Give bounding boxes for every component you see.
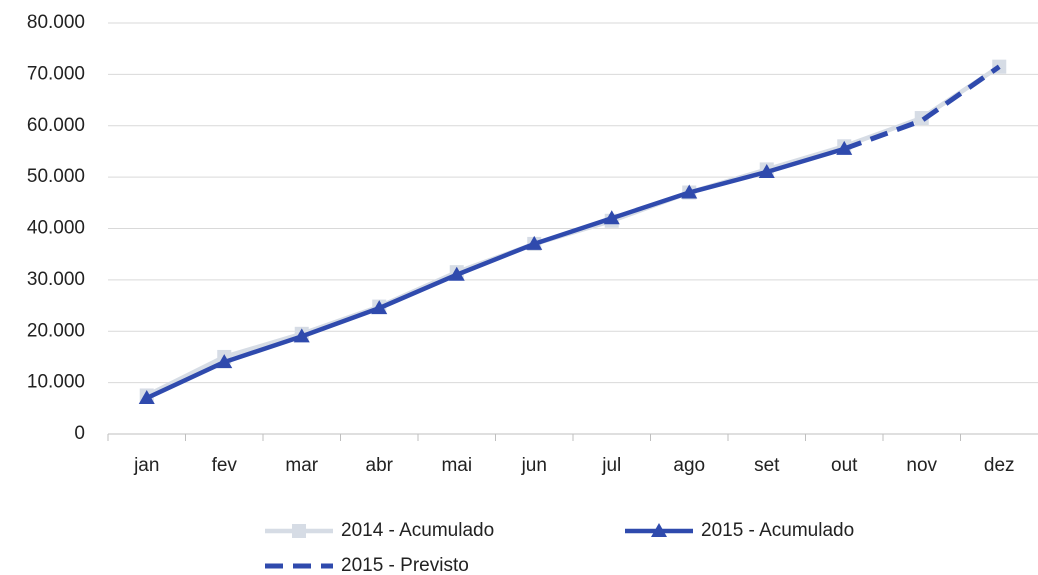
- series-marker: [371, 300, 388, 315]
- x-tick-label: jan: [133, 455, 159, 476]
- x-tick-label: dez: [984, 455, 1015, 476]
- legend-label: 2015 - Previsto: [341, 555, 469, 575]
- y-tick-label: 20.000: [27, 320, 85, 341]
- y-tick-label: 70.000: [27, 63, 85, 84]
- series-marker: [448, 266, 465, 281]
- series-marker: [681, 184, 698, 199]
- x-tick-label: nov: [906, 455, 937, 476]
- series-line: [843, 64, 1001, 152]
- y-tick-label: 60.000: [27, 115, 85, 136]
- y-tick-label: 30.000: [27, 269, 85, 290]
- series-marker: [216, 354, 233, 369]
- y-tick-label: 0: [74, 423, 85, 444]
- legend-label: 2015 - Acumulado: [701, 520, 854, 541]
- x-tick-label: abr: [366, 455, 394, 476]
- y-tick-label: 50.000: [27, 166, 85, 187]
- series-marker: [603, 210, 620, 225]
- series-line: [145, 146, 845, 401]
- series-marker: [914, 111, 929, 126]
- series-marker: [758, 163, 775, 178]
- x-tick-label: jun: [521, 455, 547, 476]
- series-marker: [138, 390, 155, 405]
- y-tick-label: 10.000: [27, 372, 85, 393]
- x-tick-label: jul: [601, 455, 621, 476]
- x-tick-label: mar: [285, 455, 318, 476]
- y-tick-label: 80.000: [27, 12, 85, 33]
- y-tick-label: 40.000: [27, 218, 85, 239]
- legend-marker: [651, 523, 667, 537]
- series-marker: [293, 328, 310, 343]
- x-tick-label: fev: [212, 455, 238, 476]
- x-tick-label: mai: [441, 455, 472, 476]
- x-tick-label: set: [754, 455, 780, 476]
- legend-marker: [292, 524, 306, 538]
- x-tick-label: out: [831, 455, 858, 476]
- series-marker: [526, 235, 543, 250]
- x-tick-label: ago: [673, 455, 705, 476]
- legend-label: 2014 - Acumulado: [341, 520, 494, 541]
